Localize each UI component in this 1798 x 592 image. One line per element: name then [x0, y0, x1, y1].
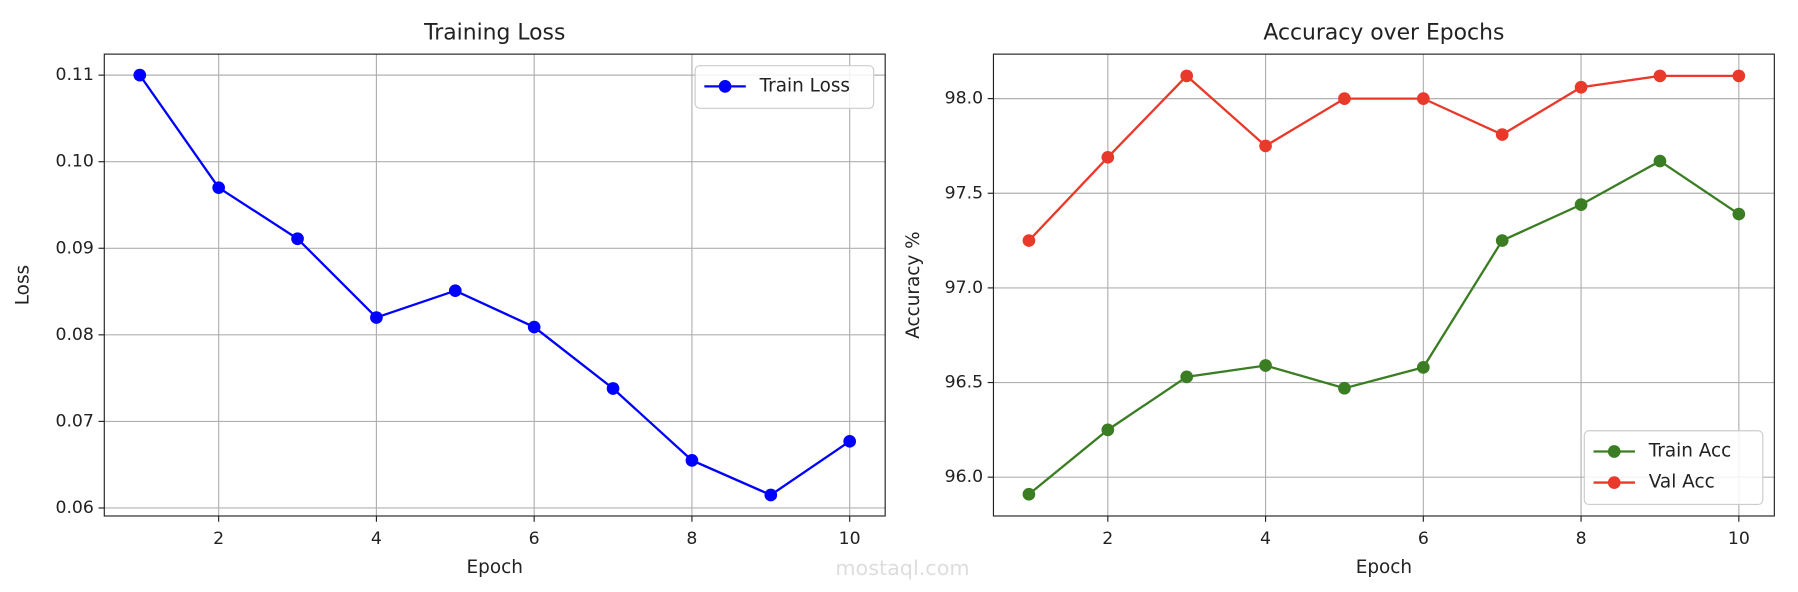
data-point [1416, 92, 1430, 105]
x-tick-label: 8 [1576, 529, 1587, 549]
plot-frame [103, 53, 886, 517]
data-point [606, 382, 620, 395]
y-tick-label: 0.11 [55, 65, 93, 85]
legend-label: Train Loss [759, 75, 850, 96]
x-tick-label: 2 [213, 529, 224, 549]
data-point [1495, 128, 1509, 141]
data-point [291, 232, 304, 246]
data-point [1259, 359, 1272, 372]
data-point [1101, 423, 1115, 437]
legend-marker [1607, 445, 1621, 458]
y-tick-label: 98.0 [945, 89, 983, 109]
x-tick-label: 10 [839, 529, 861, 549]
data-point [527, 320, 541, 334]
y-tick-label: 0.10 [55, 152, 93, 172]
legend-marker [1607, 476, 1621, 489]
y-axis-label: Accuracy % [903, 231, 924, 338]
y-tick-label: 0.09 [55, 238, 93, 258]
data-point [1416, 361, 1430, 374]
y-tick-label: 97.0 [945, 278, 983, 298]
data-point [1338, 381, 1351, 395]
data-point [1653, 154, 1667, 168]
y-tick-label: 0.08 [55, 325, 93, 345]
data-point [1495, 234, 1509, 247]
data-point [1101, 150, 1115, 164]
data-point [370, 311, 383, 324]
legend-label: Val Acc [1649, 472, 1715, 493]
data-point [685, 454, 699, 467]
data-point [1574, 80, 1588, 94]
y-tick-label: 96.0 [945, 467, 983, 487]
legend-marker [718, 80, 732, 93]
data-point [1180, 370, 1194, 384]
data-point [843, 434, 857, 448]
chart-title: Accuracy over Epochs [1263, 20, 1504, 45]
data-point [448, 284, 462, 298]
y-tick-label: 96.5 [945, 373, 983, 393]
chart-title: Training Loss [423, 20, 565, 45]
data-point [1180, 69, 1194, 83]
y-axis-label: Loss [13, 265, 34, 305]
data-point [1259, 139, 1272, 153]
x-tick-label: 4 [371, 529, 382, 549]
x-tick-label: 10 [1728, 529, 1750, 549]
data-point [1022, 234, 1036, 247]
data-point [1574, 198, 1588, 211]
series-line [138, 74, 851, 497]
series-line [1028, 74, 1739, 242]
data-point [133, 68, 147, 82]
legend-label: Train Acc [1648, 440, 1732, 461]
y-tick-label: 0.06 [55, 498, 93, 518]
data-point [212, 181, 225, 195]
plot-frame [992, 53, 1775, 517]
data-point [1732, 69, 1746, 83]
x-tick-label: 2 [1102, 529, 1113, 549]
x-tick-label: 6 [1418, 529, 1429, 549]
data-point [1653, 69, 1667, 83]
x-axis-label: Epoch [1356, 557, 1412, 578]
data-point [764, 488, 778, 502]
data-point [1732, 207, 1746, 221]
x-axis-label: Epoch [467, 557, 523, 578]
x-tick-label: 4 [1260, 529, 1271, 549]
y-tick-label: 97.5 [945, 183, 983, 203]
legend-box [694, 65, 875, 109]
watermark: mostaql.com [835, 556, 969, 580]
x-tick-label: 8 [686, 529, 697, 549]
data-point [1022, 487, 1036, 501]
series-line [1028, 159, 1740, 496]
legend-box [1583, 430, 1764, 506]
data-point [1338, 92, 1351, 105]
y-tick-label: 0.07 [55, 411, 93, 431]
x-tick-label: 6 [529, 529, 540, 549]
